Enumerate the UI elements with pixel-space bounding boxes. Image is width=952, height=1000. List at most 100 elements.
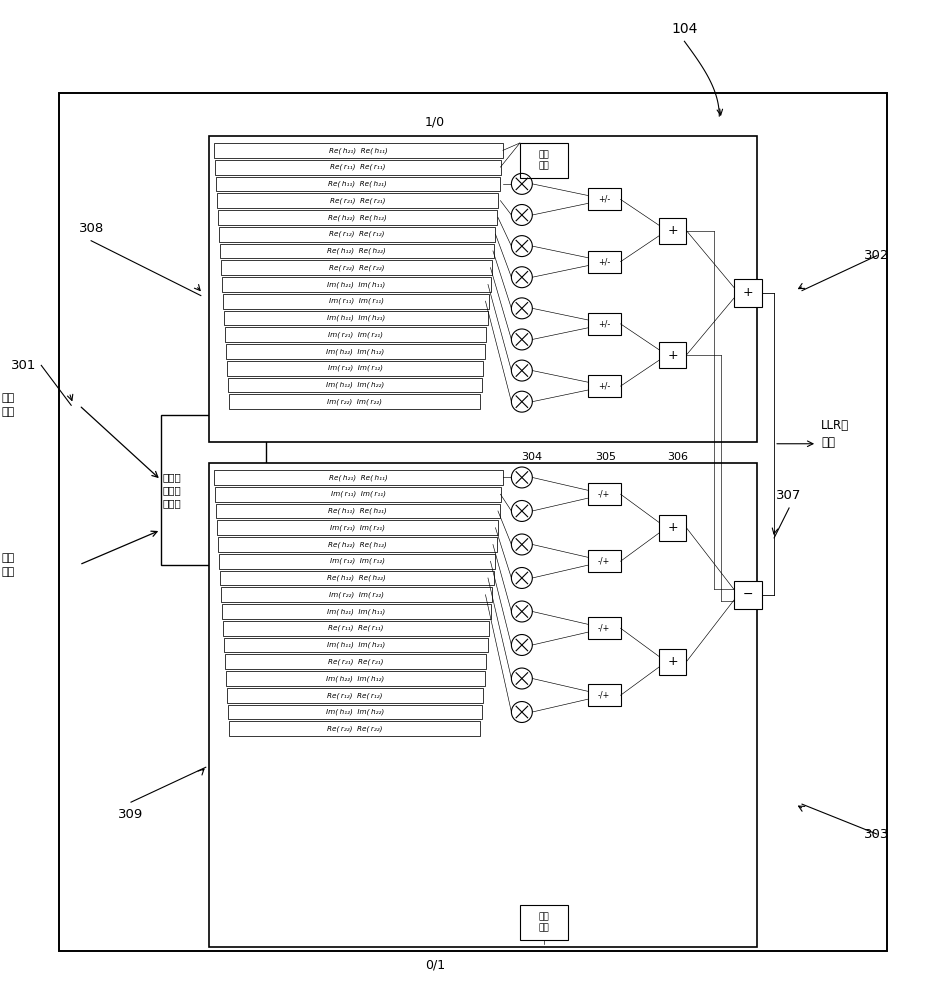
Text: Im( h₂₁)  Im( h₁₁): Im( h₂₁) Im( h₁₁) <box>327 281 386 288</box>
Text: +/-: +/- <box>598 195 610 204</box>
FancyBboxPatch shape <box>587 684 621 706</box>
Text: 延时
单元: 延时 单元 <box>539 150 549 170</box>
Text: Im( r₁₂)  Im( r₁₂): Im( r₁₂) Im( r₁₂) <box>329 558 385 564</box>
FancyBboxPatch shape <box>214 143 503 158</box>
FancyBboxPatch shape <box>227 688 484 703</box>
Text: Re( r₁₂)  Re( r₁₂): Re( r₁₂) Re( r₁₂) <box>327 692 383 699</box>
Text: Im( h₁₂)  Im( h₂₂): Im( h₁₂) Im( h₂₂) <box>326 382 384 388</box>
Text: Re( r₁₂)  Re( r₁₂): Re( r₁₂) Re( r₁₂) <box>329 231 385 237</box>
Text: Im( h₂₂)  Im( h₁₂): Im( h₂₂) Im( h₁₂) <box>327 675 385 682</box>
FancyBboxPatch shape <box>217 520 499 535</box>
FancyBboxPatch shape <box>220 571 494 585</box>
Text: 运算单
元复用
控制器: 运算单 元复用 控制器 <box>163 472 182 508</box>
Text: Im( h₁₁)  Im( h₂₁): Im( h₁₁) Im( h₂₁) <box>327 315 385 321</box>
FancyBboxPatch shape <box>208 136 757 442</box>
Text: Im( h₂₁)  Im( h₁₁): Im( h₂₁) Im( h₁₁) <box>327 608 386 615</box>
FancyBboxPatch shape <box>587 617 621 639</box>
Text: Im( r₂₁)  Im( r₂₁): Im( r₂₁) Im( r₂₁) <box>328 331 383 338</box>
Text: Re( h₂₂)  Re( h₁₂): Re( h₂₂) Re( h₁₂) <box>328 541 387 548</box>
FancyBboxPatch shape <box>224 638 488 652</box>
Text: 信道
参数: 信道 参数 <box>1 553 14 577</box>
Text: +: + <box>667 521 678 534</box>
Text: -/+: -/+ <box>598 490 610 499</box>
FancyBboxPatch shape <box>216 177 500 191</box>
Text: Im( h₁₂)  Im( h₂₂): Im( h₁₂) Im( h₂₂) <box>326 709 384 715</box>
FancyBboxPatch shape <box>217 193 499 208</box>
Text: Im( r₂₂)  Im( r₂₂): Im( r₂₂) Im( r₂₂) <box>329 591 384 598</box>
FancyBboxPatch shape <box>219 554 495 569</box>
Text: +: + <box>667 349 678 362</box>
FancyBboxPatch shape <box>224 311 488 325</box>
FancyBboxPatch shape <box>225 327 486 342</box>
FancyBboxPatch shape <box>660 649 686 675</box>
FancyBboxPatch shape <box>587 251 621 273</box>
FancyBboxPatch shape <box>520 905 567 940</box>
FancyBboxPatch shape <box>222 277 491 292</box>
FancyBboxPatch shape <box>59 93 887 951</box>
Text: +: + <box>667 224 678 237</box>
FancyBboxPatch shape <box>226 344 485 359</box>
Text: 307: 307 <box>777 489 802 502</box>
Text: Re( r₂₁)  Re( r₂₁): Re( r₂₁) Re( r₂₁) <box>329 197 386 204</box>
Text: Re( r₁₁)  Re( r₁₁): Re( r₁₁) Re( r₁₁) <box>328 625 384 631</box>
FancyBboxPatch shape <box>221 587 492 602</box>
Text: Im( r₁₂)  Im( r₁₂): Im( r₁₂) Im( r₁₂) <box>327 365 383 371</box>
Text: Re( r₂₂)  Re( r₂₂): Re( r₂₂) Re( r₂₂) <box>327 726 383 732</box>
Text: +/-: +/- <box>598 382 610 391</box>
FancyBboxPatch shape <box>223 621 489 636</box>
Text: Im( h₂₂)  Im( h₁₂): Im( h₂₂) Im( h₁₂) <box>327 348 385 355</box>
FancyBboxPatch shape <box>587 188 621 210</box>
FancyBboxPatch shape <box>520 143 567 178</box>
Text: 1/0: 1/0 <box>425 115 446 128</box>
FancyBboxPatch shape <box>216 504 500 518</box>
FancyBboxPatch shape <box>220 244 494 258</box>
Text: 305: 305 <box>595 452 616 462</box>
FancyBboxPatch shape <box>223 294 489 309</box>
Text: Im( h₁₁)  Im( h₂₁): Im( h₁₁) Im( h₂₁) <box>327 642 385 648</box>
Text: Im( r₂₁)  Im( r₂₁): Im( r₂₁) Im( r₂₁) <box>330 524 386 531</box>
FancyBboxPatch shape <box>208 463 757 947</box>
FancyBboxPatch shape <box>215 160 502 175</box>
Text: Re( h₁₂)  Re( h₂₂): Re( h₁₂) Re( h₂₂) <box>327 248 387 254</box>
FancyBboxPatch shape <box>228 394 481 409</box>
FancyBboxPatch shape <box>218 210 497 225</box>
FancyBboxPatch shape <box>660 515 686 541</box>
Text: 309: 309 <box>118 808 144 821</box>
Text: -/+: -/+ <box>598 557 610 566</box>
Text: LLR运
算器: LLR运 算器 <box>821 419 849 449</box>
Text: Re( h₂₂)  Re( h₁₂): Re( h₂₂) Re( h₁₂) <box>328 214 387 221</box>
Text: Im( r₂₂)  Im( r₂₂): Im( r₂₂) Im( r₂₂) <box>327 398 382 405</box>
FancyBboxPatch shape <box>161 415 266 565</box>
Text: 104: 104 <box>671 22 698 36</box>
Text: Im( r₁₁)  Im( r₁₁): Im( r₁₁) Im( r₁₁) <box>328 298 384 304</box>
FancyBboxPatch shape <box>228 378 482 392</box>
Text: 304: 304 <box>522 452 543 462</box>
Text: +: + <box>667 655 678 668</box>
Text: -/+: -/+ <box>598 691 610 700</box>
Text: Re( h₂₁)  Re( h₁₁): Re( h₂₁) Re( h₁₁) <box>329 474 387 481</box>
Text: Re( r₁₁)  Re( r₁₁): Re( r₁₁) Re( r₁₁) <box>330 164 386 170</box>
FancyBboxPatch shape <box>214 470 503 485</box>
Text: Re( h₂₁)  Re( h₁₁): Re( h₂₁) Re( h₁₁) <box>329 147 387 154</box>
Text: 303: 303 <box>864 828 889 841</box>
Text: 302: 302 <box>864 249 889 262</box>
Text: -/+: -/+ <box>598 624 610 633</box>
Text: 基带
信号: 基带 信号 <box>1 393 14 417</box>
FancyBboxPatch shape <box>215 487 502 502</box>
FancyBboxPatch shape <box>587 375 621 397</box>
Text: Re( r₂₁)  Re( r₂₁): Re( r₂₁) Re( r₂₁) <box>327 658 384 665</box>
FancyBboxPatch shape <box>222 604 491 619</box>
Text: Re( r₂₂)  Re( r₂₂): Re( r₂₂) Re( r₂₂) <box>328 264 385 271</box>
Text: 306: 306 <box>667 452 688 462</box>
FancyBboxPatch shape <box>734 581 763 609</box>
FancyBboxPatch shape <box>219 227 495 242</box>
FancyBboxPatch shape <box>660 218 686 244</box>
FancyBboxPatch shape <box>227 361 484 376</box>
Text: 延时
单元: 延时 单元 <box>539 912 549 932</box>
FancyBboxPatch shape <box>221 260 492 275</box>
FancyBboxPatch shape <box>228 721 481 736</box>
FancyBboxPatch shape <box>225 654 486 669</box>
FancyBboxPatch shape <box>587 483 621 505</box>
Text: −: − <box>743 588 753 601</box>
Text: 308: 308 <box>78 222 104 235</box>
